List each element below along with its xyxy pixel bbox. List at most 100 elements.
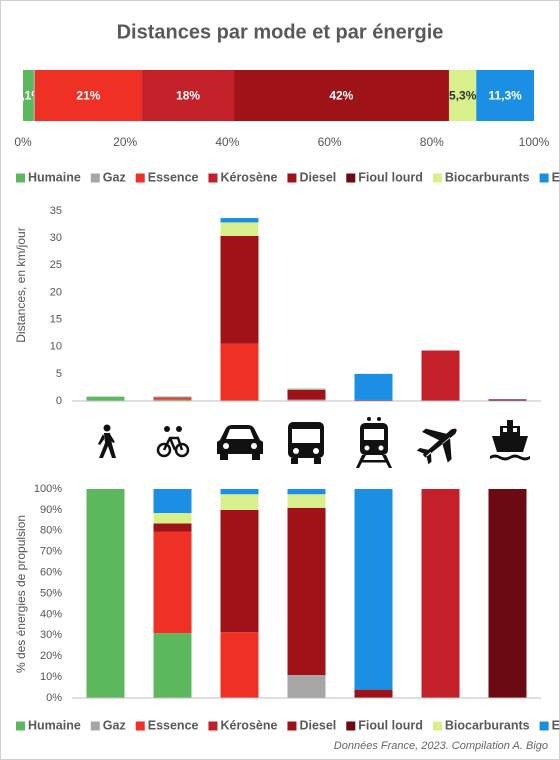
bar-segment <box>142 70 235 121</box>
legend-swatch <box>287 721 297 731</box>
legend-swatch <box>539 173 549 183</box>
legend-label: Biocarburants <box>445 718 530 732</box>
bar-segment <box>153 531 192 634</box>
bar-segment <box>287 494 326 508</box>
bar-segment <box>287 399 326 401</box>
legend-label: Kérosène <box>220 718 277 732</box>
legend-swatch <box>90 173 100 183</box>
legend-swatch <box>432 173 442 183</box>
y-tick-label: 5 <box>56 368 62 380</box>
x-tick-label: 0% <box>14 135 32 149</box>
icon-train <box>356 417 392 468</box>
icon-bus <box>288 422 324 464</box>
y-axis-title: % des énergies de propulsion <box>14 515 28 673</box>
bar-segment <box>287 388 326 390</box>
legend-label: Biocarburants <box>445 170 530 184</box>
bar-segment <box>234 70 449 121</box>
legend-label: Electrique <box>552 170 560 184</box>
legend-swatch <box>208 173 218 183</box>
bar-segment <box>488 399 527 401</box>
legend-swatch <box>432 721 442 731</box>
y-tick-label: 90% <box>40 504 62 516</box>
bar-segment <box>153 523 192 532</box>
bar-segment <box>220 218 259 223</box>
data-label: 21% <box>76 89 100 103</box>
y-tick-label: 50% <box>40 587 62 599</box>
x-tick-label: 100% <box>519 135 550 149</box>
x-tick-label: 20% <box>113 135 137 149</box>
legend-label: Kérosène <box>220 170 277 184</box>
bar-segment <box>354 373 393 400</box>
bar-segment <box>354 399 393 401</box>
y-tick-label: 60% <box>40 567 62 579</box>
bar-segment <box>220 235 259 344</box>
y-tick-label: 20 <box>50 286 62 298</box>
y-tick-label: 0 <box>56 395 62 407</box>
x-tick-label: 60% <box>318 135 342 149</box>
bar-segment <box>220 222 259 236</box>
legend-label: Essence <box>148 718 199 732</box>
y-axis-title: Distances, en km/jour <box>14 227 28 342</box>
bar-segment <box>86 396 125 401</box>
legend-swatch <box>346 173 356 183</box>
bar-segment <box>220 343 259 401</box>
bar-segment <box>476 70 534 121</box>
data-label: 18% <box>176 89 200 103</box>
y-tick-label: 70% <box>40 546 62 558</box>
source-note: Données France, 2023. Compilation A. Big… <box>334 740 548 752</box>
bar-segment <box>153 513 192 524</box>
y-tick-label: 10 <box>50 341 62 353</box>
legend-label: Gaz <box>103 718 126 732</box>
bar-segment <box>448 70 450 121</box>
y-tick-label: 80% <box>40 525 62 537</box>
y-tick-label: 0% <box>46 692 62 704</box>
legend-swatch <box>90 721 100 731</box>
bar-segment <box>449 70 477 121</box>
legend-swatch <box>16 721 25 731</box>
legend-label: Humaine <box>28 718 81 732</box>
legend-label: Gaz <box>103 170 126 184</box>
y-tick-label: 30% <box>40 629 62 641</box>
legend-label: Fioul lourd <box>358 170 423 184</box>
bar-segment <box>220 489 259 495</box>
bar-segment <box>153 633 192 698</box>
icon-car <box>217 425 263 460</box>
bar-segment <box>153 399 192 401</box>
bar-segment <box>421 350 460 401</box>
legend-swatch <box>135 721 145 731</box>
bar-segment <box>220 509 259 633</box>
bar-segment <box>220 494 259 510</box>
bar-segment <box>287 389 326 400</box>
bar-segment <box>153 489 192 514</box>
x-tick-label: 80% <box>420 135 444 149</box>
icon-ship <box>490 420 530 461</box>
bar-segment <box>354 689 393 698</box>
data-label: 11,3% <box>488 89 522 103</box>
y-tick-label: 25 <box>50 259 62 271</box>
bar-segment <box>421 489 460 698</box>
bar-segment <box>287 507 326 676</box>
bar-segment <box>86 489 125 698</box>
icon-walk <box>98 424 116 458</box>
data-label: 42% <box>329 89 353 103</box>
legend-swatch <box>16 173 25 183</box>
legend-label: Diesel <box>299 718 336 732</box>
bar-segment <box>488 489 527 698</box>
y-tick-label: 100% <box>34 483 62 495</box>
data-label: 5,3% <box>449 89 477 103</box>
icon-bike <box>156 426 190 458</box>
bar-segment <box>220 632 259 698</box>
bar-segment <box>34 70 143 121</box>
y-tick-label: 15 <box>50 313 62 325</box>
y-tick-label: 10% <box>40 671 62 683</box>
chart-title: Distances par mode et par énergie <box>117 21 444 43</box>
legend-swatch <box>287 173 297 183</box>
legend-label: Humaine <box>28 170 81 184</box>
legend-swatch <box>346 721 356 731</box>
legend-swatch <box>539 721 549 731</box>
legend-swatch <box>135 173 145 183</box>
bar-segment <box>153 397 192 400</box>
legend-swatch <box>208 721 218 731</box>
